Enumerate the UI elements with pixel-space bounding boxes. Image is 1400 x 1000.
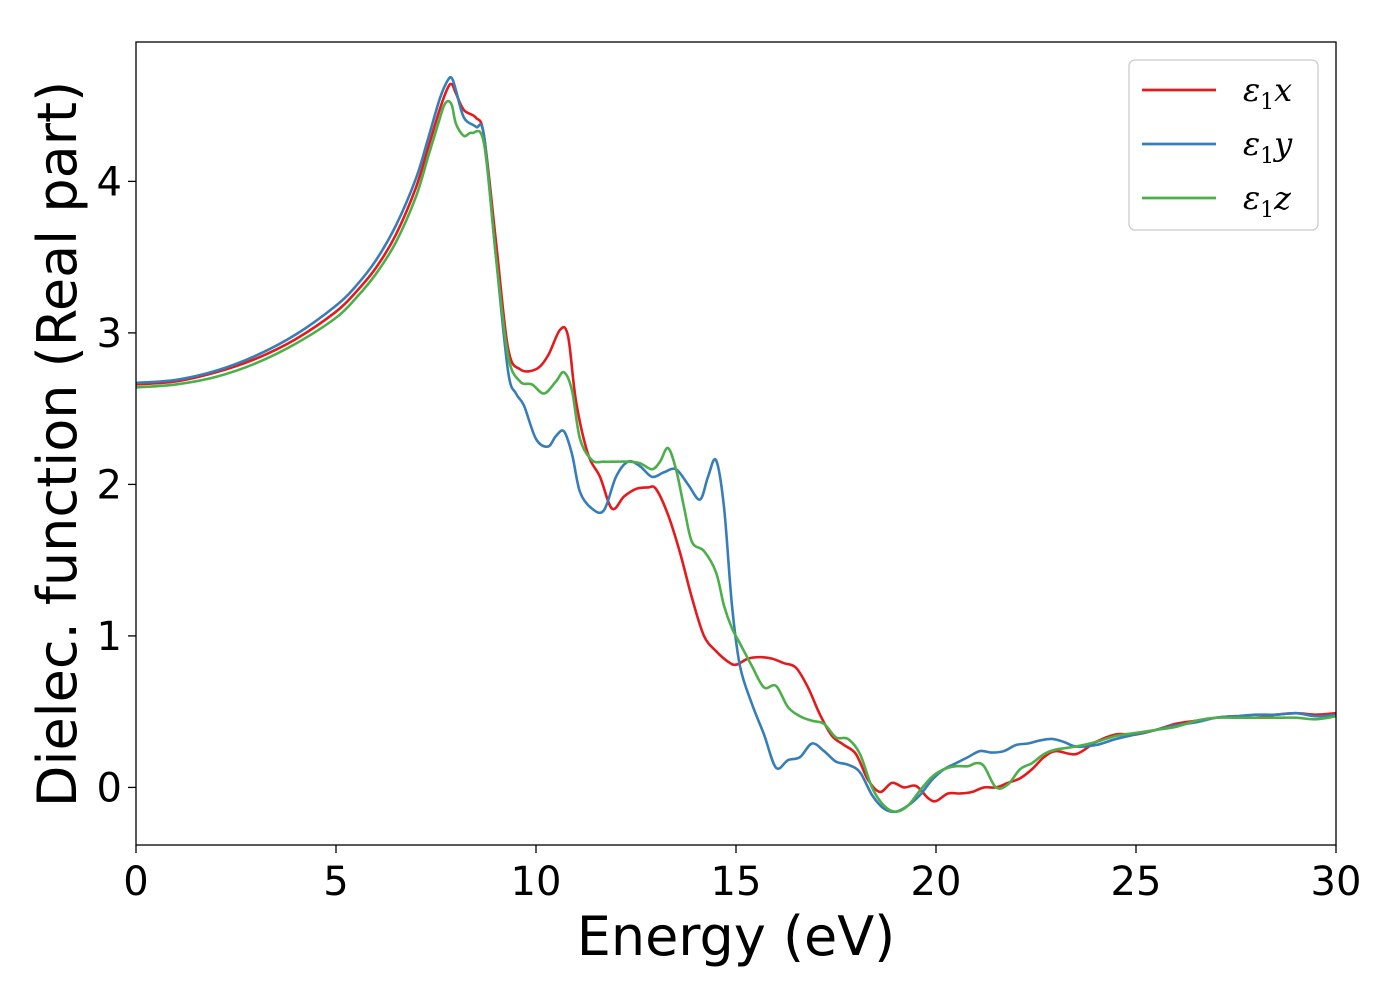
y-tick-label: 1 — [97, 614, 122, 660]
x-tick-label: 15 — [711, 859, 762, 905]
y-axis-title: Dielec. function (Real part) — [26, 81, 89, 807]
x-tick-label: 5 — [323, 859, 348, 905]
y-tick-label: 0 — [97, 765, 122, 811]
series-line-y — [136, 75, 1336, 814]
legend-label-y: ε1y — [1243, 125, 1293, 169]
series-line-x — [136, 82, 1336, 803]
y-tick-label: 4 — [97, 159, 122, 205]
axes: 0 5 10 15 20 25 30 0 1 2 3 4 — [97, 41, 1362, 905]
x-tick-label: 30 — [1311, 859, 1362, 905]
x-tick-label: 10 — [511, 859, 562, 905]
legend-box — [1128, 59, 1319, 231]
legend: ε1x ε1y ε1z — [1128, 59, 1319, 231]
series-line-z — [136, 99, 1336, 813]
x-tick-label: 20 — [911, 859, 962, 905]
legend-label-z: ε1z — [1243, 179, 1292, 223]
x-tick-label: 0 — [123, 859, 148, 905]
plot-area — [136, 75, 1336, 814]
y-tick-label: 3 — [97, 311, 122, 357]
x-tick-label: 25 — [1111, 859, 1162, 905]
x-axis-title: Energy (eV) — [577, 905, 896, 968]
y-tick-label: 2 — [97, 462, 122, 508]
legend-label-x: ε1x — [1243, 71, 1292, 115]
